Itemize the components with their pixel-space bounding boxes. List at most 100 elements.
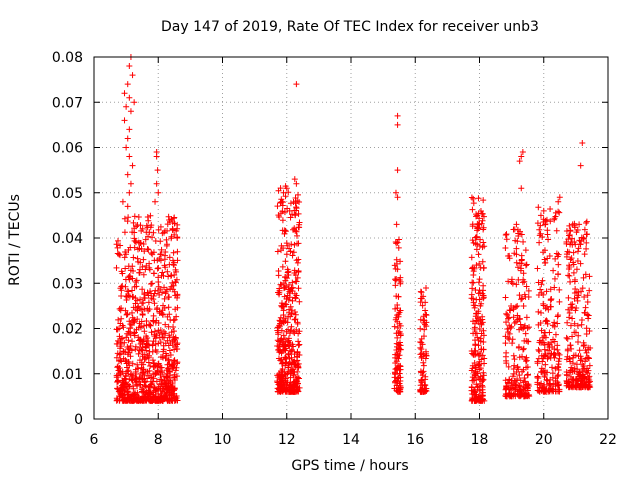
data-point [583,325,590,332]
data-point [393,355,400,362]
data-point [574,322,581,329]
data-point [141,393,148,400]
data-point [130,219,137,226]
data-points [113,54,594,404]
data-point [293,388,300,395]
data-point [569,333,576,340]
data-point [520,270,527,277]
data-point [574,366,581,373]
data-point [292,212,299,219]
data-point [160,348,167,355]
data-point [287,200,294,207]
data-point [480,224,487,231]
data-point [574,248,581,255]
data-point [166,254,173,261]
data-point [548,339,555,346]
data-point [476,279,483,286]
data-point [518,392,525,399]
data-point [293,278,300,285]
data-point [279,386,286,393]
data-point [585,355,592,362]
data-point [117,369,124,376]
data-point [552,377,559,384]
data-point [148,222,155,229]
data-point [291,383,298,390]
data-point [550,267,557,274]
data-point [480,264,487,271]
data-point [143,322,150,329]
data-point [147,280,154,287]
data-point [417,288,424,295]
data-point [118,305,125,312]
data-point [472,372,479,379]
data-point [538,365,545,372]
data-point [418,376,425,383]
data-point [169,380,176,387]
data-point [422,355,429,362]
data-point [476,351,483,358]
data-point [535,308,542,315]
data-point [520,303,527,310]
data-point [575,245,582,252]
data-point [295,210,302,217]
data-point [479,316,486,323]
data-point [174,373,181,380]
data-point [145,246,152,253]
data-point [422,307,429,314]
data-point [550,381,557,388]
data-point [417,386,424,393]
data-point [154,287,161,294]
data-point [545,353,552,360]
data-point [523,357,530,364]
data-point [547,376,554,383]
data-point [114,237,121,244]
data-point [127,180,134,187]
data-point [151,257,158,264]
data-point [510,352,517,359]
data-point [516,158,523,165]
data-point [155,189,162,196]
data-point [293,228,300,235]
data-point [565,382,572,389]
data-point [151,300,158,307]
data-point [135,303,142,310]
data-point [155,340,162,347]
data-point [149,280,156,287]
data-point [281,346,288,353]
data-point [122,265,129,272]
data-point [117,345,124,352]
data-point [136,245,143,252]
data-point [476,260,483,267]
data-point [293,180,300,187]
data-point [517,321,524,328]
data-point [127,108,134,115]
data-point [574,294,581,301]
data-point [516,315,523,322]
data-point [117,320,124,327]
data-point [132,343,139,350]
data-point [142,236,149,243]
data-point [140,271,147,278]
data-point [139,312,146,319]
data-point [153,306,160,313]
data-point [142,266,149,273]
data-point [513,251,520,258]
data-point [581,251,588,258]
data-point [581,226,588,233]
data-point [511,356,518,363]
data-point [122,349,129,356]
data-point [579,139,586,146]
data-point [293,81,300,88]
data-point [147,212,154,219]
data-point [130,391,137,398]
data-point [393,340,400,347]
data-point [417,344,424,351]
data-point [121,254,128,261]
data-point [555,251,562,258]
data-point [159,334,166,341]
data-point [568,255,575,262]
data-point [124,311,131,318]
data-point [418,346,425,353]
data-point [549,322,556,329]
data-point [555,382,562,389]
